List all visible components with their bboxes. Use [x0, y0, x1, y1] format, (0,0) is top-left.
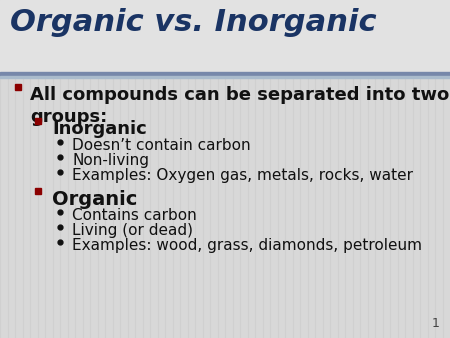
Bar — [35, 118, 41, 124]
Bar — [35, 188, 41, 194]
Bar — [0, 72, 450, 76]
Text: Organic: Organic — [52, 190, 137, 209]
Text: 1: 1 — [432, 317, 440, 330]
Text: All compounds can be separated into two
groups:: All compounds can be separated into two … — [30, 86, 449, 126]
Bar — [0, 76, 450, 78]
Bar — [0, 0, 450, 72]
Text: Living (or dead): Living (or dead) — [72, 223, 193, 238]
Text: Organic vs. Inorganic: Organic vs. Inorganic — [10, 8, 377, 37]
Text: Doesn’t contain carbon: Doesn’t contain carbon — [72, 138, 251, 153]
Text: Non-living: Non-living — [72, 153, 149, 168]
Text: Examples: wood, grass, diamonds, petroleum: Examples: wood, grass, diamonds, petrole… — [72, 238, 422, 253]
Text: Contains carbon: Contains carbon — [72, 208, 197, 223]
Text: Examples: Oxygen gas, metals, rocks, water: Examples: Oxygen gas, metals, rocks, wat… — [72, 168, 413, 183]
Bar — [15, 84, 21, 90]
Text: Inorganic: Inorganic — [52, 120, 147, 138]
